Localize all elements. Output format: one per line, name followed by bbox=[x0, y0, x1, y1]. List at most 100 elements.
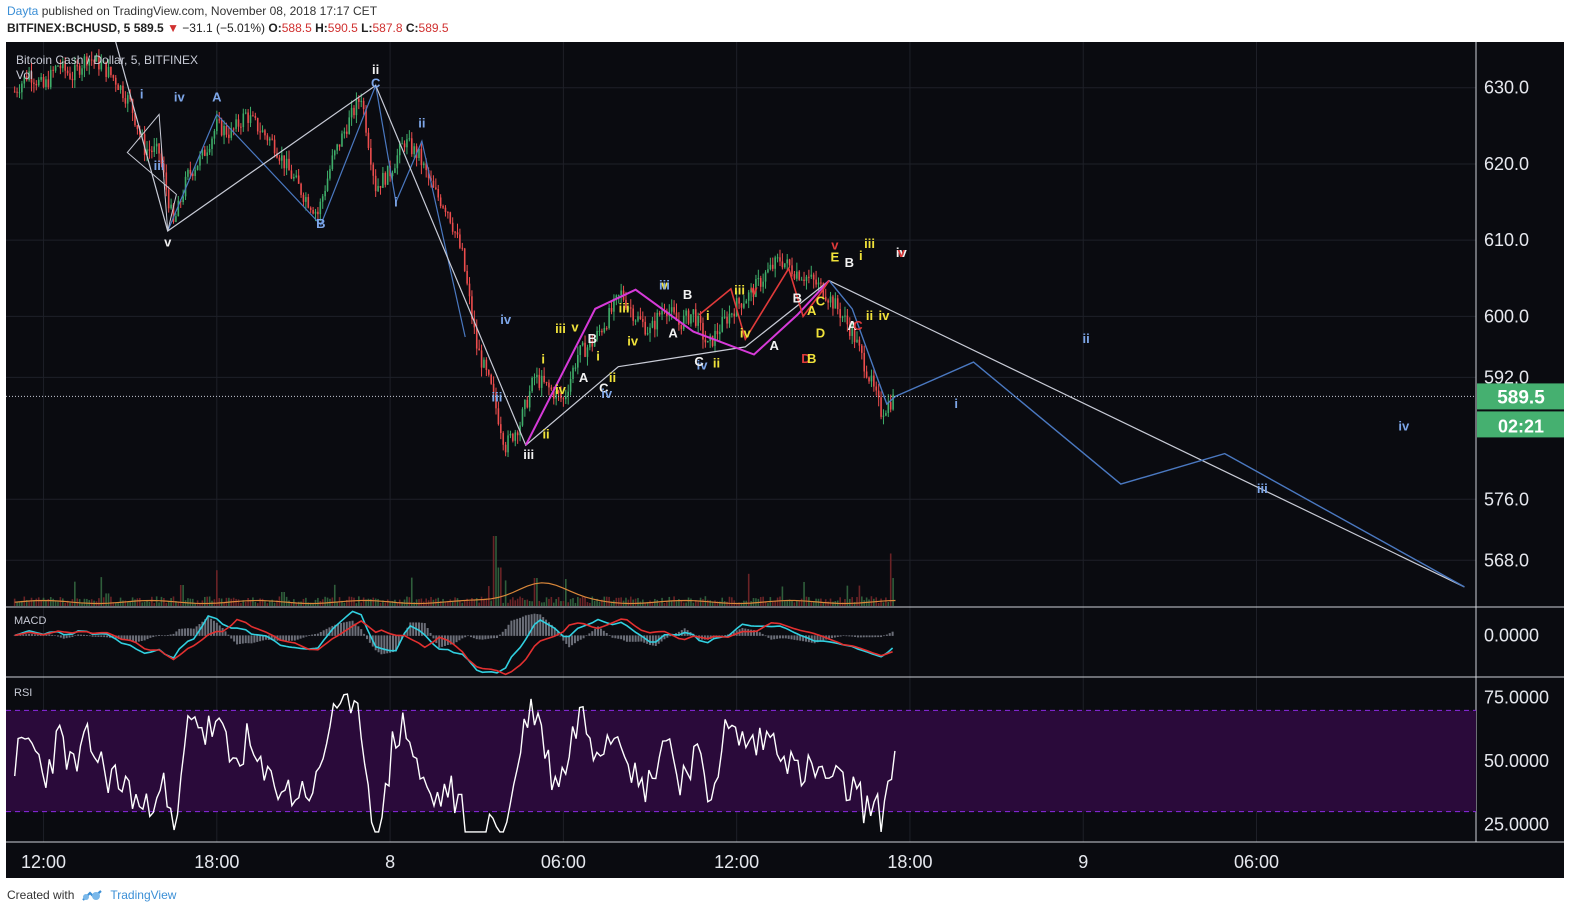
candle-body bbox=[413, 146, 415, 155]
candle-body bbox=[832, 296, 834, 309]
wave-label: B bbox=[683, 287, 692, 302]
author-name[interactable]: Dayta bbox=[7, 4, 39, 18]
wave-label: iv bbox=[1398, 419, 1410, 434]
volume-bar bbox=[827, 601, 829, 606]
candle-body bbox=[449, 212, 452, 223]
candle-body bbox=[333, 150, 336, 156]
macd-histogram-bar bbox=[169, 634, 172, 636]
candle-body bbox=[873, 375, 875, 387]
macd-histogram-bar bbox=[316, 633, 319, 636]
candle-body bbox=[632, 308, 634, 321]
candle-body bbox=[398, 143, 401, 156]
close-value: 589.5 bbox=[418, 21, 449, 35]
volume-bar bbox=[86, 598, 88, 606]
candle-body bbox=[829, 296, 832, 303]
candle-body bbox=[105, 61, 107, 77]
macd-histogram-bar bbox=[770, 635, 773, 640]
candle-body bbox=[577, 354, 579, 368]
macd-histogram-bar bbox=[264, 635, 267, 640]
candle-body bbox=[64, 61, 67, 71]
volume-bar bbox=[564, 579, 567, 606]
macd-histogram-bar bbox=[758, 632, 761, 636]
candle-body bbox=[295, 175, 298, 178]
volume-bar bbox=[492, 536, 495, 606]
macd-histogram-bar bbox=[469, 635, 472, 638]
trading-chart[interactable]: i iviiivABiiCiiiiviiiiiiiiiiiiivvABiCiiiv… bbox=[6, 42, 1564, 878]
candle-body bbox=[305, 197, 307, 202]
macd-histogram-bar bbox=[882, 635, 885, 637]
close-label: C: bbox=[405, 21, 419, 35]
candle-body bbox=[706, 341, 709, 343]
macd-histogram-bar bbox=[623, 635, 626, 641]
macd-histogram-bar bbox=[571, 635, 574, 646]
volume-bar bbox=[706, 599, 709, 606]
volume-bar bbox=[83, 598, 86, 606]
wave-label: B bbox=[807, 351, 816, 366]
macd-histogram-bar bbox=[513, 619, 516, 636]
candle-body bbox=[297, 175, 300, 184]
volume-bar bbox=[324, 596, 326, 606]
volume-bar bbox=[208, 596, 211, 606]
time-tick-label: 8 bbox=[385, 852, 395, 872]
candle-body bbox=[868, 377, 870, 382]
candle-body bbox=[386, 165, 389, 185]
volume-bar bbox=[110, 596, 112, 606]
macd-histogram-bar bbox=[530, 614, 533, 636]
candle-body bbox=[187, 169, 189, 177]
macd-histogram-bar bbox=[784, 635, 787, 639]
wave-label: A bbox=[668, 326, 678, 341]
macd-histogram-bar bbox=[207, 616, 210, 636]
candle-body bbox=[13, 91, 16, 93]
candle-body bbox=[331, 155, 334, 170]
volume-bar bbox=[365, 599, 367, 606]
macd-histogram-bar bbox=[279, 635, 282, 642]
volume-bar bbox=[389, 602, 391, 606]
macd-histogram-bar bbox=[654, 635, 657, 646]
macd-signal-line bbox=[14, 618, 893, 676]
time-tick-label: 9 bbox=[1078, 852, 1088, 872]
macd-histogram-bar bbox=[189, 628, 192, 636]
high-label: H: bbox=[315, 21, 328, 35]
candle-body bbox=[437, 188, 440, 198]
candle-body bbox=[851, 326, 853, 336]
candle-body bbox=[317, 211, 319, 215]
wave-label: iii bbox=[154, 158, 165, 173]
macd-histogram-bar bbox=[885, 634, 888, 636]
wave-label: B bbox=[316, 216, 325, 231]
wave-label: iii bbox=[864, 236, 875, 251]
macd-histogram-bar bbox=[833, 635, 836, 638]
macd-histogram-bar bbox=[585, 635, 588, 637]
volume-bar bbox=[468, 601, 471, 606]
volume-bar bbox=[54, 601, 57, 606]
macd-histogram-bar bbox=[204, 619, 207, 636]
macd-histogram-bar bbox=[542, 617, 545, 636]
candle-body bbox=[627, 307, 630, 309]
macd-histogram-bar bbox=[799, 635, 802, 641]
volume-bar bbox=[483, 598, 485, 606]
change-arrow-icon: ▼ bbox=[167, 21, 179, 35]
wave-label: v bbox=[164, 234, 172, 249]
price-tick-label: 630.0 bbox=[1484, 78, 1529, 98]
volume-bar bbox=[471, 598, 473, 606]
volume-bar bbox=[362, 597, 365, 606]
candle-body bbox=[682, 315, 685, 330]
volume-bar bbox=[670, 600, 673, 606]
volume-bar bbox=[475, 598, 478, 606]
wave-label: i bbox=[706, 308, 710, 323]
macd-histogram-bar bbox=[28, 633, 31, 636]
volume-bar bbox=[40, 600, 42, 606]
wave-label: ii bbox=[713, 355, 720, 370]
candle-body bbox=[172, 204, 175, 222]
volume-bar bbox=[25, 600, 28, 606]
volume-bar bbox=[629, 596, 632, 606]
volume-bar bbox=[21, 600, 23, 606]
volume-bar bbox=[596, 598, 598, 606]
low-value: 587.8 bbox=[372, 21, 403, 35]
candle-body bbox=[83, 56, 86, 69]
macd-histogram-bar bbox=[539, 614, 542, 636]
volume-bar bbox=[406, 596, 408, 606]
wave-label: iv bbox=[555, 382, 567, 397]
symbol-header: BITFINEX:BCHUSD, 5 589.5 ▼ −31.1 (−5.01%… bbox=[7, 21, 449, 35]
tradingview-brand[interactable]: TradingView bbox=[110, 888, 177, 902]
macd-histogram-bar bbox=[568, 635, 571, 648]
